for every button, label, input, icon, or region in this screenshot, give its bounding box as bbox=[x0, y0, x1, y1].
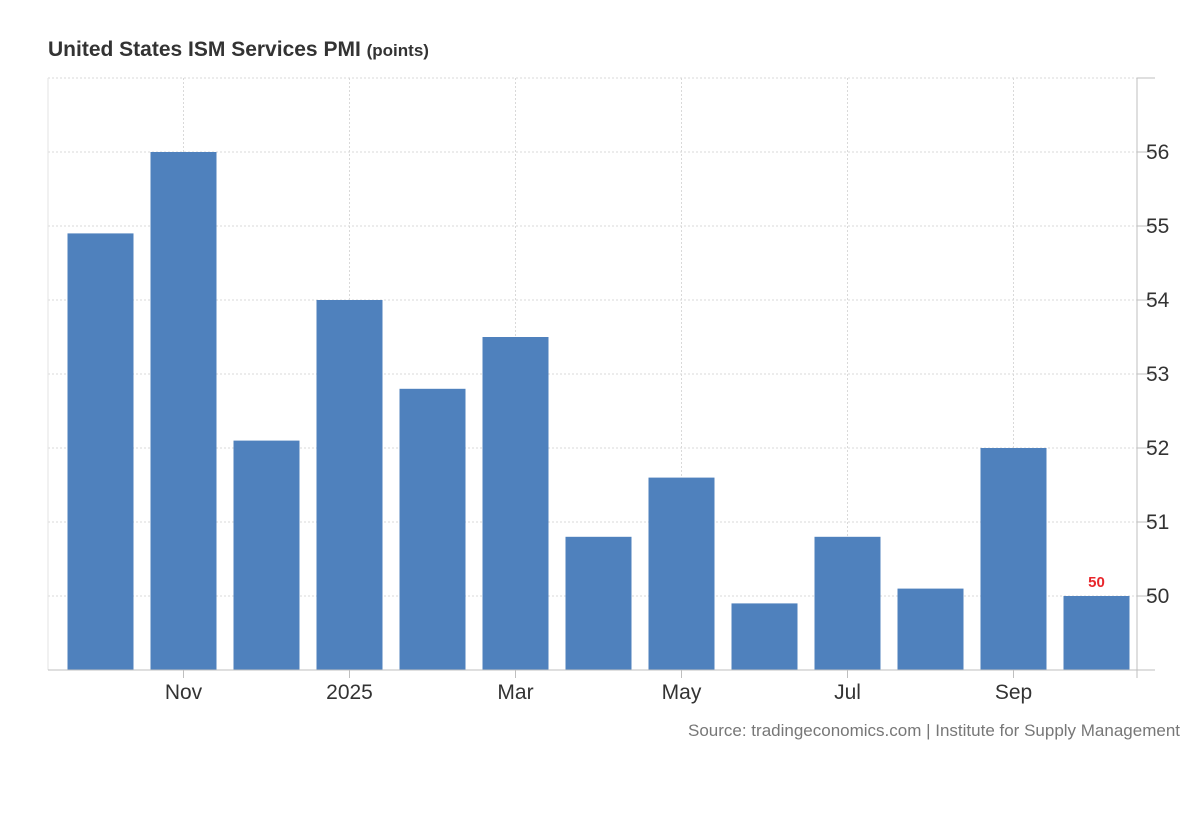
bar-mar-2025 bbox=[565, 536, 632, 670]
source-note: Source: tradingeconomics.com | Institute… bbox=[688, 721, 1180, 740]
bar-layer bbox=[67, 152, 1130, 670]
bar-apr-2025 bbox=[648, 477, 715, 670]
axis-layer: 50 51 52 53 54 55 56 Nov 2025 Mar May Jul Sep bbox=[48, 77, 1170, 704]
chart-unit: (points) bbox=[366, 41, 429, 60]
bar-aug-2025 bbox=[980, 448, 1047, 670]
last-value-label: 50 bbox=[1088, 574, 1105, 591]
x-tick-label: Nov bbox=[165, 681, 203, 704]
y-tick-label: 52 bbox=[1146, 437, 1169, 460]
label-layer: 50 bbox=[1088, 574, 1105, 591]
bar-oct-2024 bbox=[150, 152, 217, 670]
bar-nov-2024 bbox=[233, 440, 300, 670]
x-tick-label: Mar bbox=[497, 681, 533, 704]
x-tick-label: May bbox=[662, 681, 702, 704]
y-tick-label: 53 bbox=[1146, 363, 1169, 386]
y-tick-label: 51 bbox=[1146, 511, 1169, 534]
chart-title-text: United States ISM Services PMI bbox=[48, 38, 361, 61]
x-tick-label: Sep bbox=[995, 681, 1032, 704]
bar-sep-2025 bbox=[1063, 596, 1130, 670]
bar-dec-2024 bbox=[316, 300, 383, 670]
bar-jan-2025 bbox=[399, 388, 466, 670]
x-tick-label: 2025 bbox=[326, 681, 373, 704]
bar-feb-2025 bbox=[482, 337, 549, 670]
bar-jun-2025 bbox=[814, 536, 881, 670]
y-tick-label: 55 bbox=[1146, 215, 1169, 238]
y-tick-label: 56 bbox=[1146, 141, 1169, 164]
x-tick-label: Jul bbox=[834, 681, 861, 704]
bar-sep-2024 bbox=[67, 233, 134, 670]
bar-jul-2025 bbox=[897, 588, 964, 670]
bar-may-2025 bbox=[731, 603, 798, 670]
y-tick-label: 54 bbox=[1146, 289, 1170, 312]
y-tick-label: 50 bbox=[1146, 585, 1169, 608]
chart-title: United States ISM Services PMI (points) bbox=[48, 38, 429, 62]
